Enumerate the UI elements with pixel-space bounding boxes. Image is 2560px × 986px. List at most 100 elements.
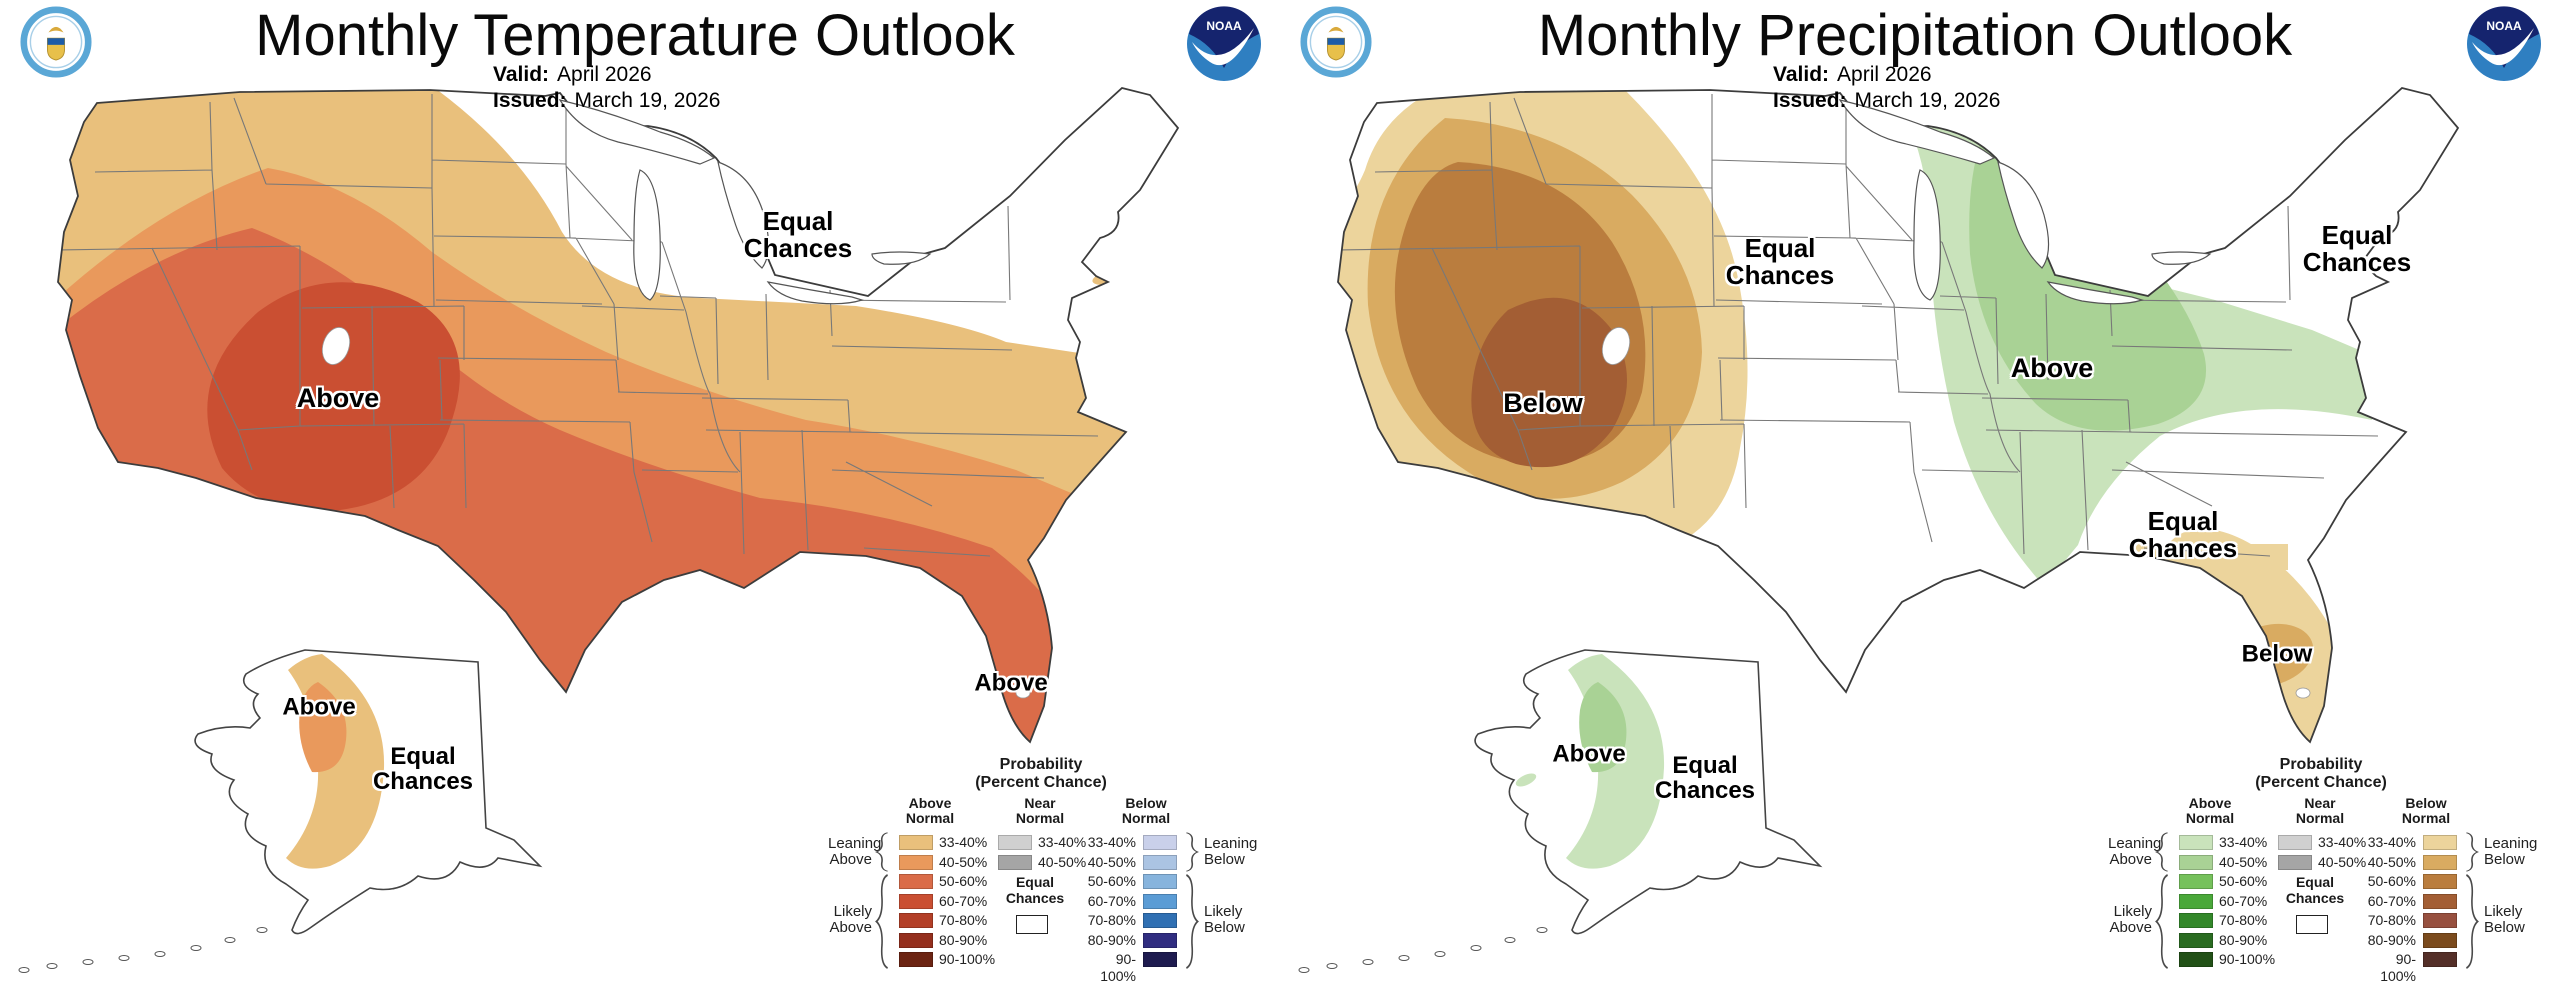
legend-row: 70-80% 70-80% <box>828 912 1280 931</box>
swatch-below <box>2423 913 2457 928</box>
alaska-island-region <box>1515 773 1537 787</box>
pct-label: 80-90% <box>939 932 988 948</box>
temp-region-60-70-above <box>207 282 460 511</box>
region-label-equal-chances-plains: Equal Chances <box>1725 232 1835 290</box>
svg-text:NOAA: NOAA <box>1206 19 1242 33</box>
noaa-logo-icon: NOAA <box>1185 5 1263 88</box>
pct-label: 80-90% <box>1087 932 1136 948</box>
swatch-below <box>1143 952 1177 967</box>
swatch-above <box>2179 835 2213 850</box>
state-boundaries <box>1339 94 2379 557</box>
swatch-below <box>1143 894 1177 909</box>
pct-label: 33-40% <box>2318 834 2367 850</box>
swatch-below <box>2423 874 2457 889</box>
legend-header-above: Above Normal <box>905 795 955 826</box>
temperature-outlook-panel: Monthly Temperature Outlook Valid: April … <box>18 3 1280 986</box>
valid-issued-block: Valid: April 2026 Issued: March 19, 2026 <box>493 62 720 114</box>
swatch-below <box>2423 835 2457 850</box>
alaska-region-40-50 <box>299 682 347 773</box>
brace-right-likely <box>2466 874 2479 969</box>
lake-okeechobee <box>1015 687 1031 699</box>
great-lakes <box>1838 99 2212 305</box>
page-title: Monthly Temperature Outlook <box>255 3 1015 68</box>
temperature-legend: Probability (Percent Chance) Above Norma… <box>828 752 1280 986</box>
legend-row: 90-100% 90-100% <box>828 951 1280 984</box>
valid-issued-block: Valid: April 2026 Issued: March 19, 2026 <box>1773 62 2000 114</box>
pct-label: 60-70% <box>2219 893 2268 909</box>
region-label-above-west: Above <box>296 382 380 413</box>
brace-right-leaning <box>1186 832 1199 872</box>
pct-label: 70-80% <box>1087 912 1136 928</box>
alaska-inset <box>1298 649 1823 973</box>
swatch-below <box>2423 894 2457 909</box>
legend-leaning-below: Leaning Below <box>1204 835 1258 868</box>
brace-left-leaning <box>2155 832 2168 872</box>
swatch-near <box>2278 855 2312 870</box>
alaska-inset <box>18 649 543 973</box>
swatch-above <box>2179 913 2213 928</box>
valid-value: April 2026 <box>1837 63 1932 86</box>
conus-outline <box>1337 87 2460 744</box>
brace-right-leaning <box>2466 832 2479 872</box>
precip-region-below-60-70 <box>1471 297 1627 468</box>
legend-row: 80-90% 80-90% <box>2108 932 2560 951</box>
pct-label: 33-40% <box>939 834 988 850</box>
swatch-above <box>899 933 933 948</box>
swatch-below <box>1143 874 1177 889</box>
great-salt-lake <box>1601 327 1631 365</box>
swatch-below <box>2423 952 2457 967</box>
temperature-map <box>18 87 1180 973</box>
pct-label: 80-90% <box>2219 932 2268 948</box>
swatch-above <box>2179 874 2213 889</box>
region-label-below-west: Below <box>1503 387 1583 418</box>
issued-value: March 19, 2026 <box>574 89 721 112</box>
region-label-above-alaska: Above <box>1552 740 1626 768</box>
legend-row: 40-50% 40-50% 40-50% <box>2108 854 2560 873</box>
legend-row: 70-80% 70-80% <box>2108 912 2560 931</box>
legend-leaning-below: Leaning Below <box>2484 835 2538 868</box>
legend-row: 40-50% 40-50% 40-50% <box>828 854 1280 873</box>
state-boundaries <box>59 94 1099 557</box>
swatch-below <box>1143 913 1177 928</box>
swatch-below <box>1143 835 1177 850</box>
legend-equal-chances-box <box>1016 915 1048 934</box>
lake-okeechobee <box>2295 687 2311 699</box>
brace-right-likely <box>1186 874 1199 969</box>
region-label-above-midwest: Above <box>2010 352 2094 383</box>
dept-of-commerce-seal-icon <box>20 6 92 83</box>
swatch-above <box>2179 894 2213 909</box>
page-title: Monthly Precipitation Outlook <box>1537 3 2293 68</box>
legend-likely-below: Likely Below <box>2484 903 2525 936</box>
pct-label: 33-40% <box>2367 834 2416 850</box>
legend-likely-below: Likely Below <box>1204 903 1245 936</box>
swatch-above <box>899 952 933 967</box>
legend-row: 33-40% 33-40% 33-40% <box>828 834 1280 853</box>
legend-leaning-above: Leaning Above <box>2108 835 2162 868</box>
alaska-outline <box>1474 649 1823 935</box>
pct-label: 40-50% <box>1038 854 1087 870</box>
legend-header-above: Above Normal <box>2185 795 2235 826</box>
pct-label: 60-70% <box>2367 893 2416 909</box>
legend-row: 90-100% 90-100% <box>2108 951 2560 984</box>
swatch-below <box>1143 933 1177 948</box>
region-label-equal-chances-alaska: Equal Chances <box>1654 752 1756 804</box>
legend-likely-above: Likely Above <box>2109 903 2152 936</box>
conus-outline <box>57 87 1180 744</box>
legend-equal-chances-box <box>2296 915 2328 934</box>
pct-label: 40-50% <box>939 854 988 870</box>
legend-header-below: Below Normal <box>2401 795 2451 826</box>
swatch-below <box>2423 855 2457 870</box>
issued-label: Issued: <box>1773 89 1847 112</box>
swatch-near <box>2278 835 2312 850</box>
precipitation-legend: Probability (Percent Chance) Above Norma… <box>2108 752 2560 986</box>
swatch-above <box>899 874 933 889</box>
precipitation-outlook-panel: Monthly Precipitation Outlook Valid: Apri… <box>1280 0 2560 986</box>
pct-label: 40-50% <box>2219 854 2268 870</box>
legend-leaning-above: Leaning Above <box>828 835 882 868</box>
pct-label: 40-50% <box>1087 854 1136 870</box>
brace-left-likely <box>2155 874 2168 969</box>
legend-row: 60-70% 60-70% <box>828 893 1280 912</box>
issued-value: March 19, 2026 <box>1854 89 2001 112</box>
region-label-above-florida: Above <box>974 669 1048 697</box>
